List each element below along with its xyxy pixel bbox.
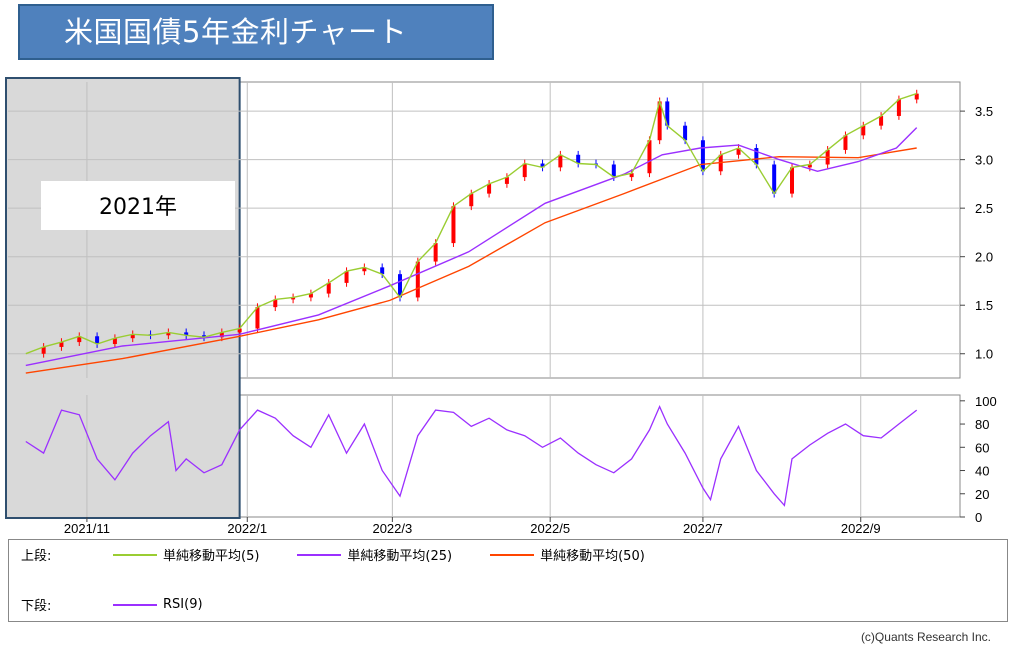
candle-body: [647, 140, 652, 174]
candle-body: [657, 101, 662, 141]
x-tick-label: 2022/9: [841, 521, 881, 536]
candle-body: [665, 101, 670, 126]
candle-body: [790, 167, 794, 194]
legend-swatch-ma25: [297, 553, 342, 556]
candle-body: [433, 243, 438, 262]
rsi-tick-label: 20: [975, 487, 989, 502]
ma50-line: [25, 147, 917, 374]
candle-body: [700, 140, 705, 172]
legend-label-rsi: RSI(9): [163, 597, 203, 612]
legend-lower-key: 下段:: [21, 599, 52, 614]
x-tick-label: 2022/5: [530, 521, 570, 536]
candle-body: [807, 164, 812, 168]
legend-lower-row: 下段: RSI(9): [21, 595, 241, 614]
candle-body: [130, 334, 135, 339]
candle-body: [754, 147, 759, 165]
legend-swatch-ma50: [490, 553, 535, 556]
rsi-tick-label: 40: [975, 464, 989, 479]
candle-body: [558, 154, 563, 168]
candle-body: [415, 261, 420, 298]
x-tick-label: 2022/1: [227, 521, 267, 536]
candle-body: [896, 99, 901, 116]
legend-upper-row: 上段: 単純移動平均(5) 単純移動平均(25) 単純移動平均(50): [21, 545, 683, 564]
candle-body: [772, 164, 777, 194]
candle-body: [398, 274, 402, 298]
chart-title: 米国国債5年金利チャート: [18, 4, 494, 60]
candle-body: [202, 335, 206, 338]
rsi-tick-label: 100: [975, 394, 997, 409]
candle-body: [59, 342, 64, 347]
legend-swatch-ma5: [113, 553, 157, 556]
candle-body: [487, 183, 492, 194]
candle-body: [629, 173, 634, 178]
legend-label-ma25: 単純移動平均(25): [347, 549, 453, 564]
y-tick-label: 3.5: [975, 104, 993, 119]
legend-item-rsi: RSI(9): [113, 597, 203, 612]
legend-upper-key: 上段:: [21, 549, 52, 564]
legend-item-ma50: 単純移動平均(50): [490, 545, 645, 564]
candle-body: [469, 193, 474, 207]
candle-body: [219, 332, 224, 338]
candle-body: [95, 336, 100, 345]
candle-body: [611, 164, 616, 178]
highlight-label-box: [41, 181, 235, 230]
ma5-line: [25, 92, 917, 355]
candle-body: [380, 267, 385, 275]
candle-body: [112, 338, 117, 345]
y-tick-label: 2.5: [975, 201, 993, 216]
y-tick-label: 2.0: [975, 250, 993, 265]
candle-body: [41, 346, 46, 354]
candle-body: [77, 336, 82, 343]
rsi-tick-label: 0: [975, 510, 982, 525]
legend-item-ma25: 単純移動平均(25): [297, 545, 452, 564]
highlight-label: 2021年: [99, 195, 177, 220]
candle-body: [237, 328, 242, 333]
rsi-tick-label: 80: [975, 417, 989, 432]
candle-body: [451, 206, 456, 244]
candle-body: [879, 115, 884, 126]
candle-body: [326, 282, 331, 294]
x-tick-label: 2021/11: [64, 521, 110, 536]
candle-body: [540, 163, 545, 168]
candle-body: [362, 267, 367, 272]
candle-body: [861, 125, 866, 136]
y-tick-label: 1.0: [975, 347, 993, 362]
candle-body: [166, 332, 171, 336]
legend-label-ma50: 単純移動平均(50): [540, 549, 645, 564]
legend-swatch-rsi: [113, 603, 157, 606]
candle-body: [576, 154, 581, 164]
candle-body: [843, 135, 848, 150]
legend: 上段: 単純移動平均(5) 単純移動平均(25) 単純移動平均(50) 下段: …: [8, 539, 1008, 622]
y-tick-label: 3.0: [975, 153, 993, 168]
highlight-2021: [5, 77, 241, 519]
legend-item-ma5: 単純移動平均(5): [113, 545, 259, 564]
candle-body: [736, 147, 741, 155]
candle-body: [504, 177, 509, 184]
candle-body: [683, 125, 688, 141]
x-tick-label: 2022/3: [372, 521, 412, 536]
candle-body: [255, 307, 260, 329]
candle-body: [914, 93, 919, 100]
candle-body: [522, 163, 527, 178]
x-tick-label: 2022/7: [683, 521, 723, 536]
candle-body: [291, 297, 296, 300]
copyright-credit: (c)Quants Research Inc.: [860, 630, 991, 644]
candle-body: [308, 293, 313, 298]
ma25-line: [25, 127, 918, 367]
legend-label-ma5: 単純移動平均(5): [163, 549, 260, 564]
rsi-tick-label: 60: [975, 440, 989, 455]
candle-body: [184, 332, 189, 336]
candle-body: [273, 299, 278, 308]
y-tick-label: 1.5: [975, 298, 993, 313]
candle-body: [344, 271, 349, 283]
rsi-line: [25, 404, 918, 507]
